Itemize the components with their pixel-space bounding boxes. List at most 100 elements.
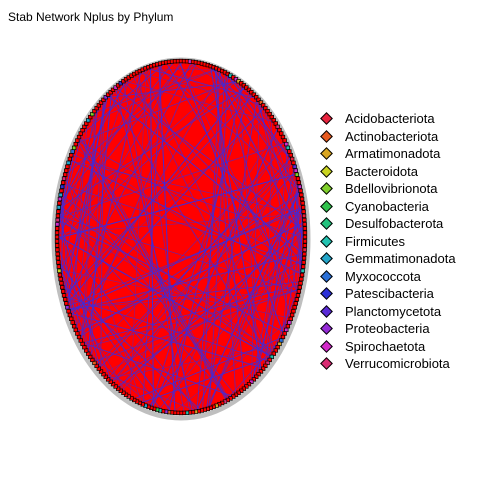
- network-edge: [92, 68, 218, 114]
- network-node: [69, 153, 74, 158]
- network-node: [66, 309, 71, 314]
- network-node: [263, 105, 268, 111]
- network-edge: [73, 147, 299, 296]
- network-node: [249, 379, 254, 384]
- network-node: [265, 360, 270, 366]
- network-node: [300, 201, 305, 206]
- legend-label: Actinobacteriota: [345, 128, 439, 144]
- network-edge: [79, 70, 142, 340]
- network-node: [64, 301, 69, 306]
- network-node: [302, 230, 308, 235]
- network-node: [299, 272, 305, 278]
- legend-item: Firmicutes: [318, 233, 478, 251]
- network-node: [263, 363, 268, 369]
- network-edge: [56, 144, 77, 231]
- network-node: [302, 251, 307, 257]
- network-edge: [100, 64, 155, 104]
- network-node: [299, 276, 304, 282]
- network-node: [105, 92, 111, 97]
- network-node: [60, 285, 65, 290]
- network-edge: [122, 80, 305, 264]
- network-node: [78, 338, 83, 343]
- network-node: [296, 289, 302, 294]
- legend-item: Cyanobacteria: [318, 198, 478, 216]
- network-node: [284, 327, 289, 333]
- network-edge: [56, 233, 198, 412]
- network-edge: [60, 195, 73, 321]
- legend-label: Desulfobacterota: [345, 216, 444, 232]
- network-node: [70, 320, 75, 325]
- network-node: [302, 243, 308, 248]
- network-edge: [82, 284, 301, 344]
- network-edge: [57, 78, 128, 210]
- network-node: [101, 97, 106, 102]
- network-node: [61, 293, 67, 298]
- network-node: [59, 281, 64, 286]
- network-node: [299, 196, 305, 202]
- network-edge: [168, 84, 243, 413]
- network-node: [57, 272, 63, 278]
- network-node: [282, 138, 287, 143]
- network-node: [94, 363, 99, 369]
- network-node: [292, 164, 297, 169]
- network-edge: [90, 100, 104, 359]
- network-node: [254, 95, 259, 100]
- legend-swatch-icon: [320, 234, 333, 248]
- network-node: [73, 327, 78, 333]
- network-edge: [56, 244, 114, 384]
- network-node: [298, 281, 303, 286]
- network-edge: [145, 67, 258, 100]
- network-node: [55, 256, 61, 261]
- network-node: [58, 276, 63, 282]
- network-node: [258, 100, 264, 105]
- network-node: [98, 100, 104, 105]
- network-edge: [136, 72, 263, 106]
- network-node: [66, 160, 71, 165]
- network-edge: [77, 140, 304, 267]
- network-node: [258, 369, 264, 374]
- network-node: [279, 131, 284, 136]
- network-edge: [218, 69, 292, 319]
- network-node: [294, 297, 300, 302]
- legend-swatch-icon: [320, 322, 333, 336]
- network-edge: [57, 142, 286, 218]
- network-edge: [116, 226, 306, 389]
- network-edge: [261, 103, 305, 224]
- legend-label: Spirochaetota: [345, 338, 426, 354]
- network-edge: [105, 81, 240, 99]
- network-node: [75, 138, 80, 143]
- network-edge: [165, 62, 299, 294]
- network-edge: [281, 184, 300, 340]
- network-node: [60, 289, 66, 294]
- network-edge: [87, 91, 112, 354]
- network-edge: [57, 212, 102, 372]
- network-node: [256, 97, 261, 102]
- network-edge: [269, 146, 288, 361]
- network-node: [110, 382, 116, 387]
- network-edge: [123, 80, 276, 123]
- network-edge: [268, 283, 302, 361]
- network-edge: [57, 259, 94, 361]
- network-edge: [113, 127, 279, 385]
- network-node: [282, 331, 287, 336]
- network-edge: [142, 63, 162, 405]
- legend-item: Gemmatimonadota: [318, 250, 478, 268]
- network-node: [56, 260, 61, 265]
- network-node: [108, 379, 113, 384]
- network-edge: [88, 144, 288, 356]
- network-node: [56, 264, 61, 269]
- network-node: [290, 156, 295, 162]
- legend-swatch-icon: [320, 357, 333, 371]
- network-edge: [63, 94, 254, 296]
- network-node: [113, 85, 118, 90]
- network-node: [244, 384, 249, 389]
- network-node: [301, 256, 307, 261]
- network-node: [280, 334, 286, 340]
- legend-label: Acidobacteriota: [345, 111, 435, 127]
- network-node: [76, 134, 82, 140]
- network-edge: [165, 154, 291, 412]
- network-edge: [59, 272, 100, 370]
- network-edge: [74, 70, 223, 329]
- legend-item: Armatimonadota: [318, 145, 478, 163]
